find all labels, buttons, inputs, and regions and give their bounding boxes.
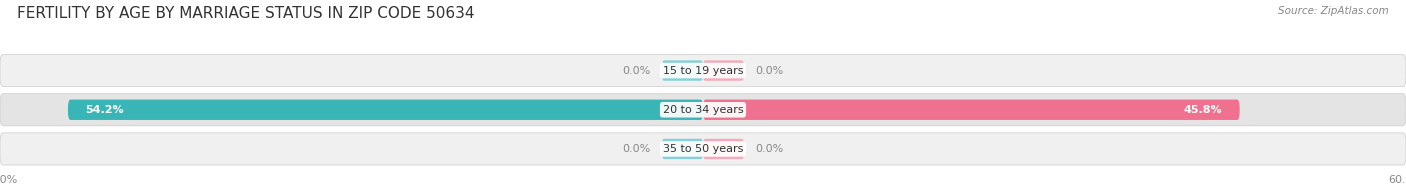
FancyBboxPatch shape [67, 100, 703, 120]
FancyBboxPatch shape [662, 60, 703, 81]
Text: 35 to 50 years: 35 to 50 years [662, 144, 744, 154]
Text: Source: ZipAtlas.com: Source: ZipAtlas.com [1278, 6, 1389, 16]
Text: 15 to 19 years: 15 to 19 years [662, 65, 744, 76]
Text: 45.8%: 45.8% [1184, 105, 1222, 115]
Text: 0.0%: 0.0% [756, 144, 785, 154]
Text: 20 to 34 years: 20 to 34 years [662, 105, 744, 115]
Text: 0.0%: 0.0% [621, 144, 650, 154]
FancyBboxPatch shape [0, 54, 1406, 87]
FancyBboxPatch shape [662, 139, 703, 159]
Text: 0.0%: 0.0% [756, 65, 785, 76]
Text: 0.0%: 0.0% [621, 65, 650, 76]
FancyBboxPatch shape [703, 139, 744, 159]
FancyBboxPatch shape [703, 60, 744, 81]
FancyBboxPatch shape [0, 133, 1406, 165]
FancyBboxPatch shape [0, 94, 1406, 126]
FancyBboxPatch shape [703, 100, 1240, 120]
Text: FERTILITY BY AGE BY MARRIAGE STATUS IN ZIP CODE 50634: FERTILITY BY AGE BY MARRIAGE STATUS IN Z… [17, 6, 474, 21]
Text: 54.2%: 54.2% [86, 105, 124, 115]
